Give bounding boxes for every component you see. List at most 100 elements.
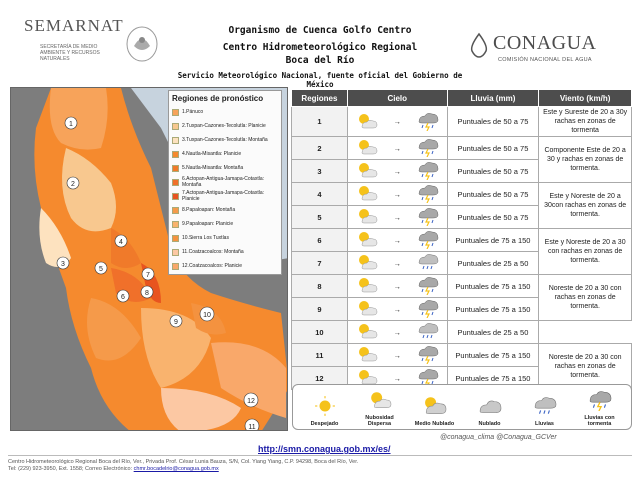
sky-cell: → bbox=[346, 251, 448, 275]
sky-cell: → bbox=[346, 320, 448, 344]
rain-cell: Puntuales de 75 a 150 bbox=[446, 297, 540, 321]
legend-label: 7.Actopan-Antigua-Jamapa-Cotaxtla: Plani… bbox=[182, 190, 264, 202]
rain-icon bbox=[417, 252, 439, 274]
table-row: 11 → Puntuales de 75 a 150 Noreste de 20 a … bbox=[291, 343, 632, 390]
sun-cloud-icon bbox=[356, 344, 378, 366]
email-link[interactable]: chmr.bocadelrio@conagua.gob.mx bbox=[133, 466, 219, 472]
sun-cloud-icon bbox=[367, 389, 393, 415]
legend-label: 2.Tuxpan-Cazones-Tecolutla: Planicie bbox=[182, 123, 266, 129]
semarnat-title: SEMARNAT bbox=[24, 16, 124, 35]
arrow-right-icon: → bbox=[393, 327, 401, 337]
region-label: 6 bbox=[121, 294, 125, 301]
partly-cloudy-icon bbox=[422, 395, 448, 421]
rain-cell: Puntuales de 75 a 150 bbox=[446, 228, 540, 252]
icon-legend-item: Lluvias bbox=[521, 395, 569, 427]
table-row: 10 → Puntuales de 25 a 50 bbox=[291, 320, 632, 344]
sun-cloud-icon bbox=[356, 183, 378, 205]
arrow-right-icon: → bbox=[393, 350, 401, 360]
sky-cell: → bbox=[346, 343, 448, 367]
smn-line: Servicio Meteorológico Nacional, fuente … bbox=[177, 71, 463, 89]
region-label: 12 bbox=[247, 398, 255, 405]
wind-cell: Noreste de 20 a 30 con rachas en zonas d… bbox=[538, 343, 632, 390]
conagua-drop-icon bbox=[470, 32, 488, 58]
rain-cell: Puntuales de 25 a 50 bbox=[446, 320, 540, 344]
legend-item: 6.Actopan-Antigua-Jamapa-Cotaxtla: Monta… bbox=[172, 175, 278, 189]
legend-swatch bbox=[172, 122, 179, 130]
sky-cell: → bbox=[346, 182, 448, 206]
org-line-2: Centro Hidrometeorológico Regional bbox=[222, 42, 418, 53]
contact-line: Tel: (229) 923-3950, Ext. 1558; Correo E… bbox=[8, 466, 408, 473]
semarnat-subtitle: SECRETARÍA DE MEDIO AMBIENTE Y RECURSOS … bbox=[40, 44, 100, 62]
sky-icon-legend: Despejado Nubosidad Dispersa Medio Nublado… bbox=[292, 384, 632, 430]
rain-cell: Puntuales de 50 a 75 bbox=[446, 106, 540, 137]
address-line: Centro Hidrometeorológico Regional Boca … bbox=[8, 459, 359, 465]
conagua-subtitle: COMISIÓN NACIONAL DEL AGUA bbox=[498, 57, 592, 63]
region-label: 11 bbox=[248, 424, 255, 431]
storm-icon bbox=[417, 160, 439, 182]
arrow-right-icon: → bbox=[393, 281, 401, 291]
icon-legend-label: Lluvias bbox=[535, 421, 554, 427]
conagua-logo-text: CONAGUA bbox=[493, 32, 597, 54]
table-row: 1 → Puntuales de 50 a 75 Este y Sureste de … bbox=[291, 106, 632, 137]
rain-icon bbox=[532, 395, 558, 421]
rain-cell: Puntuales de 75 a 150 bbox=[446, 343, 540, 367]
legend-item: 3.Tuxpan-Cazones-Tecolutla: Montaña bbox=[172, 133, 278, 147]
legend-item: 5.Nautla-Misantla: Montaña bbox=[172, 161, 278, 175]
region-label: 8 bbox=[145, 290, 149, 297]
region-cell: 9 bbox=[291, 297, 348, 321]
icon-legend-label: Lluvias con tormenta bbox=[584, 415, 615, 427]
arrow-right-icon: → bbox=[393, 166, 401, 176]
legend-item: 11.Coatzacoalcos: Montaña bbox=[172, 245, 278, 259]
rain-cell: Puntuales de 25 a 50 bbox=[446, 251, 540, 275]
col-header-viento: Viento (km/h) bbox=[538, 89, 632, 107]
legend-item: 4.Nautla-Misantla: Planicie bbox=[172, 147, 278, 161]
smn-link[interactable]: http://smn.conagua.gob.mx/es/ bbox=[258, 444, 391, 454]
icon-legend-item: Nublado bbox=[466, 395, 514, 427]
legend-label: 1.Pánuco bbox=[182, 109, 204, 115]
sky-cell: → bbox=[346, 228, 448, 252]
region-label: 2 bbox=[71, 181, 75, 188]
wind-cell: Componente Este de 20 a 30 y rachas en z… bbox=[538, 136, 632, 183]
region-cell: 6 bbox=[291, 228, 348, 252]
table-row: 7 → Puntuales de 25 a 50 bbox=[291, 251, 632, 275]
phone-text: Tel: (229) 923-3950, Ext. 1558; Correo E… bbox=[8, 466, 133, 472]
legend-swatch bbox=[172, 150, 179, 158]
legend-label: 3.Tuxpan-Cazones-Tecolutla: Montaña bbox=[182, 137, 268, 143]
map-legend-title: Regiones de pronóstico bbox=[172, 94, 264, 103]
sun-cloud-icon bbox=[356, 111, 378, 133]
wind-cell: Este y Sureste de 20 a 30y rachas en zon… bbox=[538, 106, 632, 137]
legend-swatch bbox=[172, 136, 179, 144]
legend-label: 12.Coatzacoalcos: Planicie bbox=[182, 263, 243, 269]
region-cell: 3 bbox=[291, 159, 348, 183]
org-line-1: Organismo de Cuenca Golfo Centro bbox=[228, 25, 412, 36]
legend-label: 10.Sierra Los Tuxtlas bbox=[182, 235, 229, 241]
arrow-right-icon: → bbox=[393, 258, 401, 268]
table-row: 3 → Puntuales de 50 a 75 bbox=[291, 159, 632, 183]
table-row: 6 → Puntuales de 75 a 150 Este y Noreste de… bbox=[291, 228, 632, 275]
legend-label: 6.Actopan-Antigua-Jamapa-Cotaxtla: Monta… bbox=[182, 176, 264, 188]
arrow-right-icon: → bbox=[393, 304, 401, 314]
legend-item: 1.Pánuco bbox=[172, 105, 278, 119]
storm-icon bbox=[417, 298, 439, 320]
legend-swatch bbox=[172, 178, 179, 186]
arrow-right-icon: → bbox=[393, 373, 401, 383]
sun-cloud-icon bbox=[356, 367, 378, 389]
icon-legend-label: Nublado bbox=[478, 421, 501, 427]
legend-label: 4.Nautla-Misantla: Planicie bbox=[182, 151, 242, 157]
legend-item: 2.Tuxpan-Cazones-Tecolutla: Planicie bbox=[172, 119, 278, 133]
region-cell: 4 bbox=[291, 182, 348, 206]
legend-item: 9.Papaloapan: Planicie bbox=[172, 217, 278, 231]
legend-swatch bbox=[172, 108, 179, 116]
table-row: 8 → Puntuales de 75 a 150 Noreste de 20 a 3… bbox=[291, 274, 632, 321]
region-cell: 8 bbox=[291, 274, 348, 298]
twitter-handles: @conagua_clima @Conagua_GCVer bbox=[440, 434, 557, 441]
region-12-area bbox=[211, 342, 286, 418]
region-label: 3 bbox=[61, 261, 65, 268]
arrow-right-icon: → bbox=[393, 117, 401, 126]
storm-icon bbox=[417, 229, 439, 251]
sun-cloud-icon bbox=[356, 137, 378, 159]
storm-icon bbox=[417, 344, 439, 366]
sky-cell: → bbox=[346, 106, 448, 137]
icon-legend-item: Medio Nublado bbox=[411, 395, 459, 427]
sky-cell: → bbox=[346, 159, 448, 183]
